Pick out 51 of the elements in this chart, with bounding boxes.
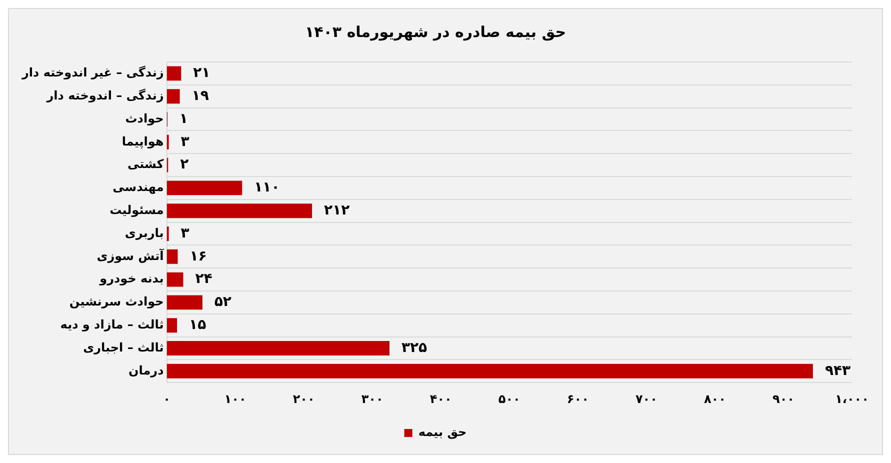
- x-tick-label: ۳۰۰: [361, 392, 384, 406]
- bar: [166, 318, 178, 333]
- data-label: ۲۱: [193, 65, 210, 82]
- x-tick-label: ۶۰۰: [566, 392, 589, 406]
- chart-title: حق بیمه صادره در شهریورماه ۱۴۰۳: [304, 22, 566, 41]
- x-tick-label: ۷۰۰: [635, 392, 658, 406]
- x-tick-label: ۹۰۰: [772, 392, 794, 406]
- bar: [166, 341, 390, 356]
- data-label: ۱۶: [190, 248, 207, 264]
- x-tick-label: ۸۰۰: [704, 392, 726, 406]
- x-tick-label: ۰: [163, 392, 170, 406]
- y-tick-label: هواپیما: [122, 134, 164, 148]
- data-label: ۱۵: [189, 316, 207, 333]
- y-tick-label: بدنه خودرو: [98, 272, 164, 286]
- bar: [166, 180, 242, 196]
- y-tick-label: حوادث: [125, 111, 164, 126]
- data-label: ۳: [180, 134, 190, 150]
- data-label: ۹۴۳: [824, 362, 852, 379]
- bar: [166, 89, 180, 104]
- data-label: ۱۱۰: [254, 180, 280, 196]
- x-tick-label: ۵۰۰: [498, 392, 520, 406]
- bar: [166, 272, 184, 287]
- bar: [166, 249, 178, 264]
- bar: [166, 295, 202, 310]
- y-tick-label: درمان: [128, 363, 164, 378]
- data-label: ۲۱۲: [324, 202, 350, 218]
- y-tick-label: باربری: [124, 226, 164, 240]
- y-tick-label: آتش سوزی: [96, 248, 165, 263]
- y-tick-label: ثالث – مازاد و دیه: [60, 317, 164, 332]
- bar: [166, 364, 813, 378]
- x-tick-label: ۲۰۰: [292, 392, 315, 406]
- y-tick-label: ثالث – اجباری: [83, 340, 164, 354]
- y-tick-label: مسئولیت: [110, 202, 164, 217]
- y-tick-label: مهندسی: [112, 180, 164, 194]
- y-tick-label: زندگی – اندوخته دار: [46, 88, 164, 102]
- bar: [166, 66, 182, 81]
- data-label: ۳: [180, 225, 190, 242]
- x-tick-label: ۱۰۰: [224, 392, 246, 406]
- data-label: ۲: [180, 156, 190, 173]
- bar: [166, 204, 312, 218]
- data-label: ۱: [179, 110, 188, 127]
- x-tick-label: ۴۰۰: [430, 392, 452, 406]
- legend-label: حق بیمه: [418, 425, 467, 440]
- data-label: ۲۴: [195, 271, 213, 288]
- data-label: ۱۹: [192, 88, 210, 104]
- data-label: ۳۲۵: [401, 340, 428, 356]
- x-tick-label: ۱،۰۰۰: [835, 392, 869, 406]
- data-label: ۵۲: [214, 294, 232, 310]
- y-tick-label: کشتی: [128, 157, 164, 172]
- y-tick-label: حوادث سرنشین: [69, 294, 164, 309]
- y-tick-label: زندگی – غیر اندوخته دار: [21, 66, 164, 80]
